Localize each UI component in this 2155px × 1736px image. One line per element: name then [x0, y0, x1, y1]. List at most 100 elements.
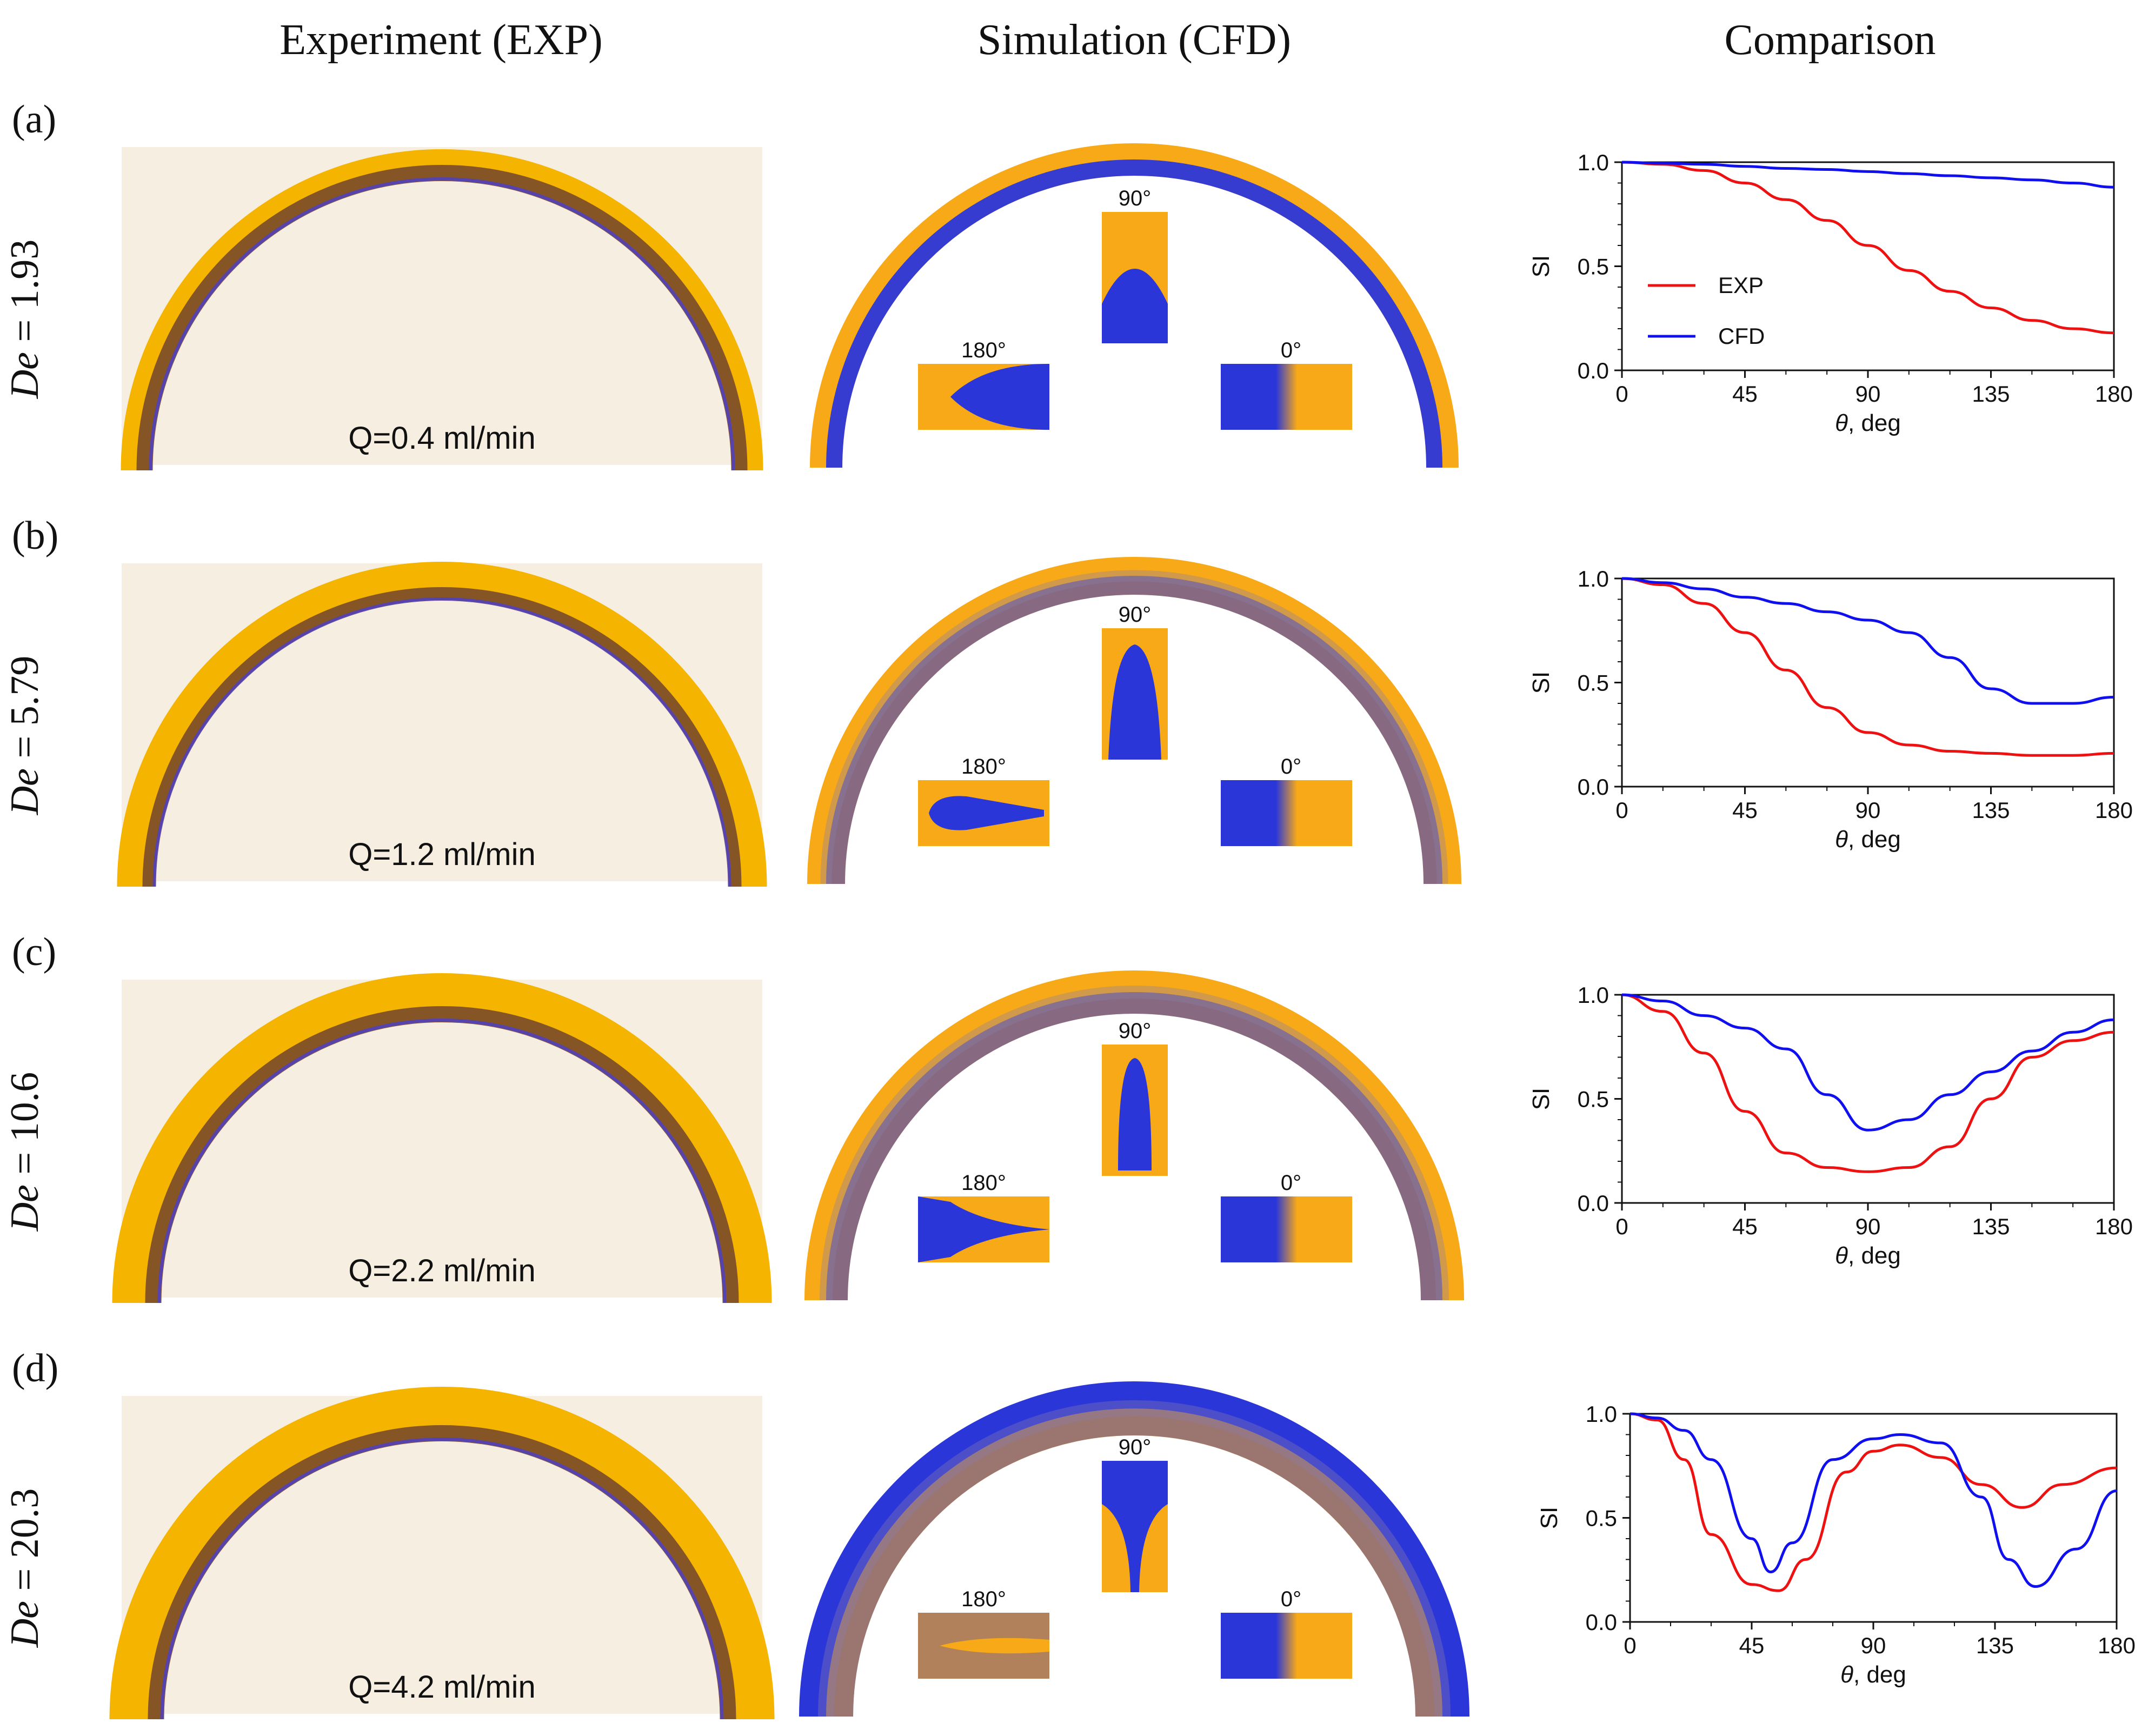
inset-90-blob — [1102, 269, 1168, 343]
x-tick-label: 180 — [2095, 1214, 2133, 1239]
exp-channel-dark-band — [136, 165, 748, 471]
de-symbol: De — [3, 1601, 47, 1648]
cfd-ring-inner — [826, 1408, 1442, 1717]
series-line-exp — [1621, 993, 2114, 1173]
exp-channel-outer — [117, 562, 767, 887]
exp-channel-outer — [112, 973, 772, 1303]
flow-rate-label: Q=2.2 ml/min — [348, 1253, 536, 1288]
series-line-cfd — [1621, 161, 2114, 189]
inset-180 — [918, 1613, 1049, 1679]
legend-label-cfd: CFD — [1718, 323, 1765, 349]
exp-channel-dark-band — [142, 587, 742, 887]
y-tick-label: 0.0 — [1578, 1190, 1609, 1216]
x-axis-unit: , deg — [1848, 1242, 1901, 1269]
x-tick-label: 45 — [1732, 381, 1758, 407]
x-tick-label: 45 — [1732, 1214, 1758, 1239]
exp-channel-outer — [109, 1387, 775, 1720]
panel-letter: (c) — [12, 930, 56, 974]
x-tick-label: 180 — [2098, 1633, 2136, 1658]
inset-90-blob — [1102, 1461, 1168, 1592]
x-tick-label: 0 — [1615, 1214, 1628, 1239]
inset-label-0: 0° — [1281, 338, 1301, 362]
series-line-exp — [1621, 161, 2114, 335]
inset-label-0: 0° — [1281, 1587, 1301, 1611]
inset-180-blob — [918, 1196, 1049, 1262]
inset-label-90: 90° — [1119, 1435, 1152, 1459]
x-tick-label: 0 — [1615, 797, 1628, 823]
inset-0 — [1221, 364, 1352, 430]
exp-channel-inner-edge — [160, 1438, 724, 1720]
cfd-ring-inner — [826, 576, 1442, 884]
series-line-cfd — [1621, 577, 2114, 705]
series-line-exp — [1621, 577, 2114, 757]
panel-b: (b) De = 5.79 Q=1.2 ml/min 90° 180° 0° 0 45 90 13… — [3, 514, 2133, 887]
comparison-chart: 0 45 90 135 180 0.0 0.5 1.0 θ, deg SI — [1536, 1401, 2136, 1688]
y-tick-label: 0.5 — [1578, 1087, 1609, 1112]
exp-channel-inner-edge — [149, 177, 735, 471]
legend-label-exp: EXP — [1718, 272, 1764, 298]
x-tick-label: 135 — [1972, 797, 2010, 823]
exp-channel-dark-band — [148, 1425, 736, 1720]
de-value: = 10.6 — [3, 1072, 47, 1185]
y-tick-label: 0.0 — [1578, 358, 1609, 383]
inset-label-180: 180° — [961, 1171, 1006, 1195]
exp-channel-inner-edge — [152, 597, 731, 887]
inset-label-0: 0° — [1281, 755, 1301, 779]
inset-label-90: 90° — [1119, 603, 1152, 627]
x-axis-symbol: θ — [1835, 1242, 1848, 1269]
panel-a: (a) De = 1.93 Q=0.4 ml/min 90° 180° 0° 0 45 90 13… — [3, 97, 2133, 471]
comparison-chart: 0 45 90 135 180 0.0 0.5 1.0 θ, deg SI — [1528, 566, 2133, 853]
inset-0 — [1221, 1613, 1352, 1679]
y-tick-label: 1.0 — [1578, 982, 1609, 1008]
experiment-photo — [122, 1396, 762, 1714]
x-tick-label: 135 — [1972, 381, 2010, 407]
x-tick-label: 180 — [2095, 381, 2133, 407]
x-tick-label: 90 — [1855, 797, 1881, 823]
de-symbol: De — [3, 768, 47, 815]
flow-rate-label: Q=0.4 ml/min — [348, 421, 536, 456]
x-tick-label: 0 — [1615, 381, 1628, 407]
y-axis-label: SI — [1536, 1507, 1562, 1529]
series-line-cfd — [1629, 1412, 2117, 1588]
x-axis-unit: , deg — [1848, 826, 1901, 853]
inset-180-blob — [929, 796, 1044, 830]
de-symbol: De — [3, 1185, 47, 1232]
inset-label-180: 180° — [961, 338, 1006, 362]
inset-label-180: 180° — [961, 755, 1006, 779]
flow-rate-label: Q=1.2 ml/min — [348, 837, 536, 872]
comparison-chart: 0 45 90 135 180 0.0 0.5 1.0 θ, deg SI — [1528, 982, 2133, 1269]
x-axis-symbol: θ — [1840, 1661, 1853, 1688]
series-line-cfd — [1621, 993, 2114, 1132]
panel-rows: (a) De = 1.93 Q=0.4 ml/min 90° 180° 0° 0 45 90 13… — [3, 97, 2136, 1720]
x-tick-label: 90 — [1855, 1214, 1881, 1239]
x-tick-label: 45 — [1732, 797, 1758, 823]
x-axis-label: θ, deg — [1835, 1242, 1901, 1269]
exp-channel-dark-band — [145, 1006, 739, 1303]
de-value: = 20.3 — [3, 1488, 47, 1601]
cfd-ring-mix — [820, 570, 1448, 884]
y-tick-label: 0.5 — [1578, 670, 1609, 696]
title-experiment: Experiment (EXP) — [280, 16, 603, 64]
x-tick-label: 0 — [1624, 1633, 1636, 1658]
y-tick-label: 0.0 — [1586, 1609, 1617, 1635]
inset-label-90: 90° — [1119, 187, 1152, 210]
inset-90-blob — [1108, 644, 1161, 760]
inset-180-blob — [950, 364, 1049, 430]
x-axis-symbol: θ — [1835, 410, 1848, 436]
deborah-number-label: De = 20.3 — [3, 1488, 47, 1648]
cfd-ring-mix — [818, 1400, 1451, 1717]
comparison-chart: 0 45 90 135 180 0.0 0.5 1.0 θ, deg SI EXP CFD — [1528, 150, 2133, 436]
y-tick-label: 0.0 — [1578, 774, 1609, 800]
inset-label-180: 180° — [961, 1587, 1006, 1611]
panel-letter: (d) — [12, 1346, 58, 1391]
de-value: = 1.93 — [3, 240, 47, 352]
x-axis-unit: , deg — [1848, 410, 1901, 436]
cfd-ring-mix — [820, 986, 1449, 1301]
inset-180-blob — [918, 1613, 1049, 1679]
deborah-number-label: De = 1.93 — [3, 240, 47, 400]
panel-letter: (a) — [12, 97, 56, 142]
experiment-photo — [122, 563, 762, 881]
x-tick-label: 135 — [1976, 1633, 2014, 1658]
cfd-ring-inner — [826, 992, 1442, 1301]
